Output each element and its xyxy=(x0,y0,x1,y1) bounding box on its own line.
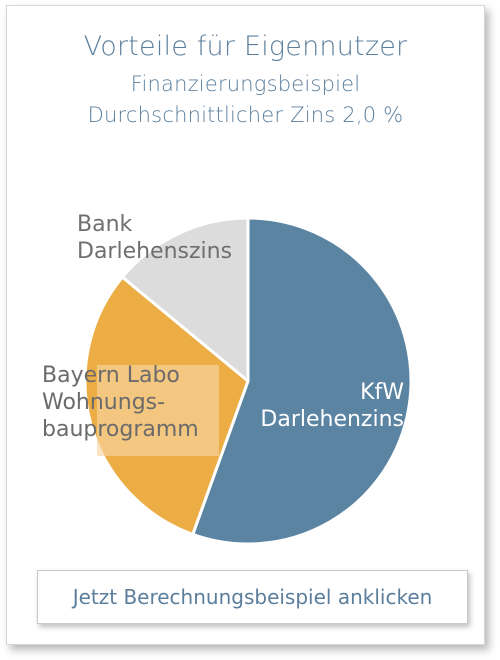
slice-label-bayern-labo: Bayern Labo Wohnungs- bauprogramm xyxy=(42,363,199,442)
page-title: Vorteile für Eigennutzer xyxy=(83,31,408,62)
page-subtitle: Finanzierungsbeispiel xyxy=(130,72,361,96)
slice-label-bank: Bank Darlehenszins xyxy=(77,212,233,264)
calculation-example-button[interactable]: Jetzt Berechnungsbeispiel anklicken xyxy=(37,570,468,624)
pie-chart xyxy=(83,216,413,546)
label-highlight-box xyxy=(97,365,219,456)
pie-slice-bank xyxy=(120,216,250,383)
rate-note: Durchschnittlicher Zins 2,0 % xyxy=(87,103,404,127)
slice-label-kfw: KfW Darlehenzins xyxy=(260,380,404,432)
pie-slice-kfw xyxy=(191,216,413,546)
info-card: Vorteile für Eigennutzer Finanzierungsbe… xyxy=(6,5,485,645)
